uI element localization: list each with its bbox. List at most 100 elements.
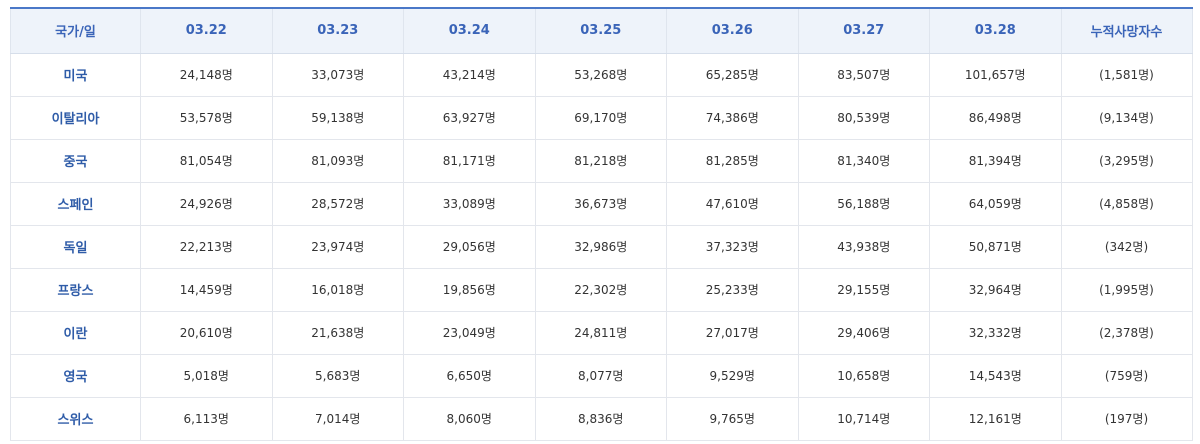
cumulative-deaths-cell: (1,995명) bbox=[1060, 268, 1193, 312]
case-count-cell: 43,214명 bbox=[403, 53, 536, 97]
table-row: 이탈리아 53,578명 59,138명 63,927명 69,170명 74,386명 8… bbox=[10, 96, 1193, 140]
case-count-cell: 43,938명 bbox=[797, 225, 930, 269]
country-cell: 프랑스 bbox=[10, 268, 141, 312]
table-body: 미국 24,148명 33,073명 43,214명 53,268명 65,285명 83,… bbox=[10, 53, 1193, 441]
case-count-cell: 56,188명 bbox=[797, 182, 930, 226]
table-row: 이란 20,610명 21,638명 23,049명 24,811명 27,017명 29,… bbox=[10, 311, 1193, 355]
case-count-cell: 24,926명 bbox=[140, 182, 273, 226]
case-count-cell: 14,459명 bbox=[140, 268, 273, 312]
case-count-cell: 5,683명 bbox=[271, 354, 404, 398]
header-date: 03.23 bbox=[271, 7, 404, 54]
case-count-cell: 50,871명 bbox=[929, 225, 1062, 269]
table-row: 스위스 6,113명 7,014명 8,060명 8,836명 9,765명 10,714명… bbox=[10, 397, 1193, 441]
country-cell: 이란 bbox=[10, 311, 141, 355]
header-date: 03.26 bbox=[666, 7, 799, 54]
case-count-cell: 37,323명 bbox=[666, 225, 799, 269]
cumulative-deaths-cell: (4,858명) bbox=[1060, 182, 1193, 226]
case-count-cell: 74,386명 bbox=[666, 96, 799, 140]
covid-cases-table: 국가/일 03.22 03.23 03.24 03.25 03.26 03.27… bbox=[10, 7, 1193, 441]
case-count-cell: 81,093명 bbox=[271, 139, 404, 183]
case-count-cell: 27,017명 bbox=[666, 311, 799, 355]
case-count-cell: 20,610명 bbox=[140, 311, 273, 355]
case-count-cell: 101,657명 bbox=[929, 53, 1062, 97]
header-date: 03.24 bbox=[403, 7, 536, 54]
header-date: 03.22 bbox=[140, 7, 273, 54]
case-count-cell: 6,113명 bbox=[140, 397, 273, 441]
cumulative-deaths-cell: (197명) bbox=[1060, 397, 1193, 441]
table-header-row: 국가/일 03.22 03.23 03.24 03.25 03.26 03.27… bbox=[10, 7, 1193, 54]
case-count-cell: 36,673명 bbox=[534, 182, 667, 226]
case-count-cell: 16,018명 bbox=[271, 268, 404, 312]
header-date: 03.27 bbox=[797, 7, 930, 54]
case-count-cell: 69,170명 bbox=[534, 96, 667, 140]
country-cell: 스페인 bbox=[10, 182, 141, 226]
case-count-cell: 29,056명 bbox=[403, 225, 536, 269]
case-count-cell: 9,765명 bbox=[666, 397, 799, 441]
case-count-cell: 32,332명 bbox=[929, 311, 1062, 355]
case-count-cell: 29,155명 bbox=[797, 268, 930, 312]
case-count-cell: 47,610명 bbox=[666, 182, 799, 226]
covid-cases-table-container: 국가/일 03.22 03.23 03.24 03.25 03.26 03.27… bbox=[10, 7, 1193, 441]
case-count-cell: 32,964명 bbox=[929, 268, 1062, 312]
case-count-cell: 29,406명 bbox=[797, 311, 930, 355]
case-count-cell: 59,138명 bbox=[271, 96, 404, 140]
case-count-cell: 9,529명 bbox=[666, 354, 799, 398]
case-count-cell: 33,073명 bbox=[271, 53, 404, 97]
case-count-cell: 81,394명 bbox=[929, 139, 1062, 183]
table-row: 미국 24,148명 33,073명 43,214명 53,268명 65,285명 83,… bbox=[10, 53, 1193, 97]
case-count-cell: 32,986명 bbox=[534, 225, 667, 269]
header-date: 03.28 bbox=[929, 7, 1062, 54]
case-count-cell: 5,018명 bbox=[140, 354, 273, 398]
country-cell: 영국 bbox=[10, 354, 141, 398]
case-count-cell: 83,507명 bbox=[797, 53, 930, 97]
table-row: 독일 22,213명 23,974명 29,056명 32,986명 37,323명 43,… bbox=[10, 225, 1193, 269]
case-count-cell: 53,268명 bbox=[534, 53, 667, 97]
case-count-cell: 53,578명 bbox=[140, 96, 273, 140]
country-cell: 스위스 bbox=[10, 397, 141, 441]
case-count-cell: 14,543명 bbox=[929, 354, 1062, 398]
cumulative-deaths-cell: (759명) bbox=[1060, 354, 1193, 398]
country-cell: 독일 bbox=[10, 225, 141, 269]
case-count-cell: 28,572명 bbox=[271, 182, 404, 226]
case-count-cell: 24,148명 bbox=[140, 53, 273, 97]
cumulative-deaths-cell: (9,134명) bbox=[1060, 96, 1193, 140]
case-count-cell: 8,077명 bbox=[534, 354, 667, 398]
country-cell: 중국 bbox=[10, 139, 141, 183]
table-row: 스페인 24,926명 28,572명 33,089명 36,673명 47,610명 56… bbox=[10, 182, 1193, 226]
case-count-cell: 8,836명 bbox=[534, 397, 667, 441]
case-count-cell: 81,054명 bbox=[140, 139, 273, 183]
case-count-cell: 24,811명 bbox=[534, 311, 667, 355]
case-count-cell: 23,049명 bbox=[403, 311, 536, 355]
case-count-cell: 81,171명 bbox=[403, 139, 536, 183]
case-count-cell: 81,285명 bbox=[666, 139, 799, 183]
case-count-cell: 25,233명 bbox=[666, 268, 799, 312]
case-count-cell: 33,089명 bbox=[403, 182, 536, 226]
case-count-cell: 19,856명 bbox=[403, 268, 536, 312]
case-count-cell: 64,059명 bbox=[929, 182, 1062, 226]
cumulative-deaths-cell: (1,581명) bbox=[1060, 53, 1193, 97]
case-count-cell: 80,539명 bbox=[797, 96, 930, 140]
case-count-cell: 86,498명 bbox=[929, 96, 1062, 140]
table-row: 영국 5,018명 5,683명 6,650명 8,077명 9,529명 10,658명 1… bbox=[10, 354, 1193, 398]
country-cell: 미국 bbox=[10, 53, 141, 97]
cumulative-deaths-cell: (2,378명) bbox=[1060, 311, 1193, 355]
case-count-cell: 81,218명 bbox=[534, 139, 667, 183]
case-count-cell: 12,161명 bbox=[929, 397, 1062, 441]
case-count-cell: 10,714명 bbox=[797, 397, 930, 441]
case-count-cell: 81,340명 bbox=[797, 139, 930, 183]
case-count-cell: 65,285명 bbox=[666, 53, 799, 97]
header-country-day: 국가/일 bbox=[10, 7, 141, 54]
case-count-cell: 7,014명 bbox=[271, 397, 404, 441]
country-cell: 이탈리아 bbox=[10, 96, 141, 140]
table-row: 프랑스 14,459명 16,018명 19,856명 22,302명 25,233명 29… bbox=[10, 268, 1193, 312]
header-date: 03.25 bbox=[534, 7, 667, 54]
case-count-cell: 8,060명 bbox=[403, 397, 536, 441]
cumulative-deaths-cell: (3,295명) bbox=[1060, 139, 1193, 183]
header-cumulative-deaths: 누적사망자수 bbox=[1060, 7, 1193, 54]
table-row: 중국 81,054명 81,093명 81,171명 81,218명 81,285명 81,… bbox=[10, 139, 1193, 183]
case-count-cell: 23,974명 bbox=[271, 225, 404, 269]
case-count-cell: 22,302명 bbox=[534, 268, 667, 312]
case-count-cell: 63,927명 bbox=[403, 96, 536, 140]
case-count-cell: 21,638명 bbox=[271, 311, 404, 355]
cumulative-deaths-cell: (342명) bbox=[1060, 225, 1193, 269]
